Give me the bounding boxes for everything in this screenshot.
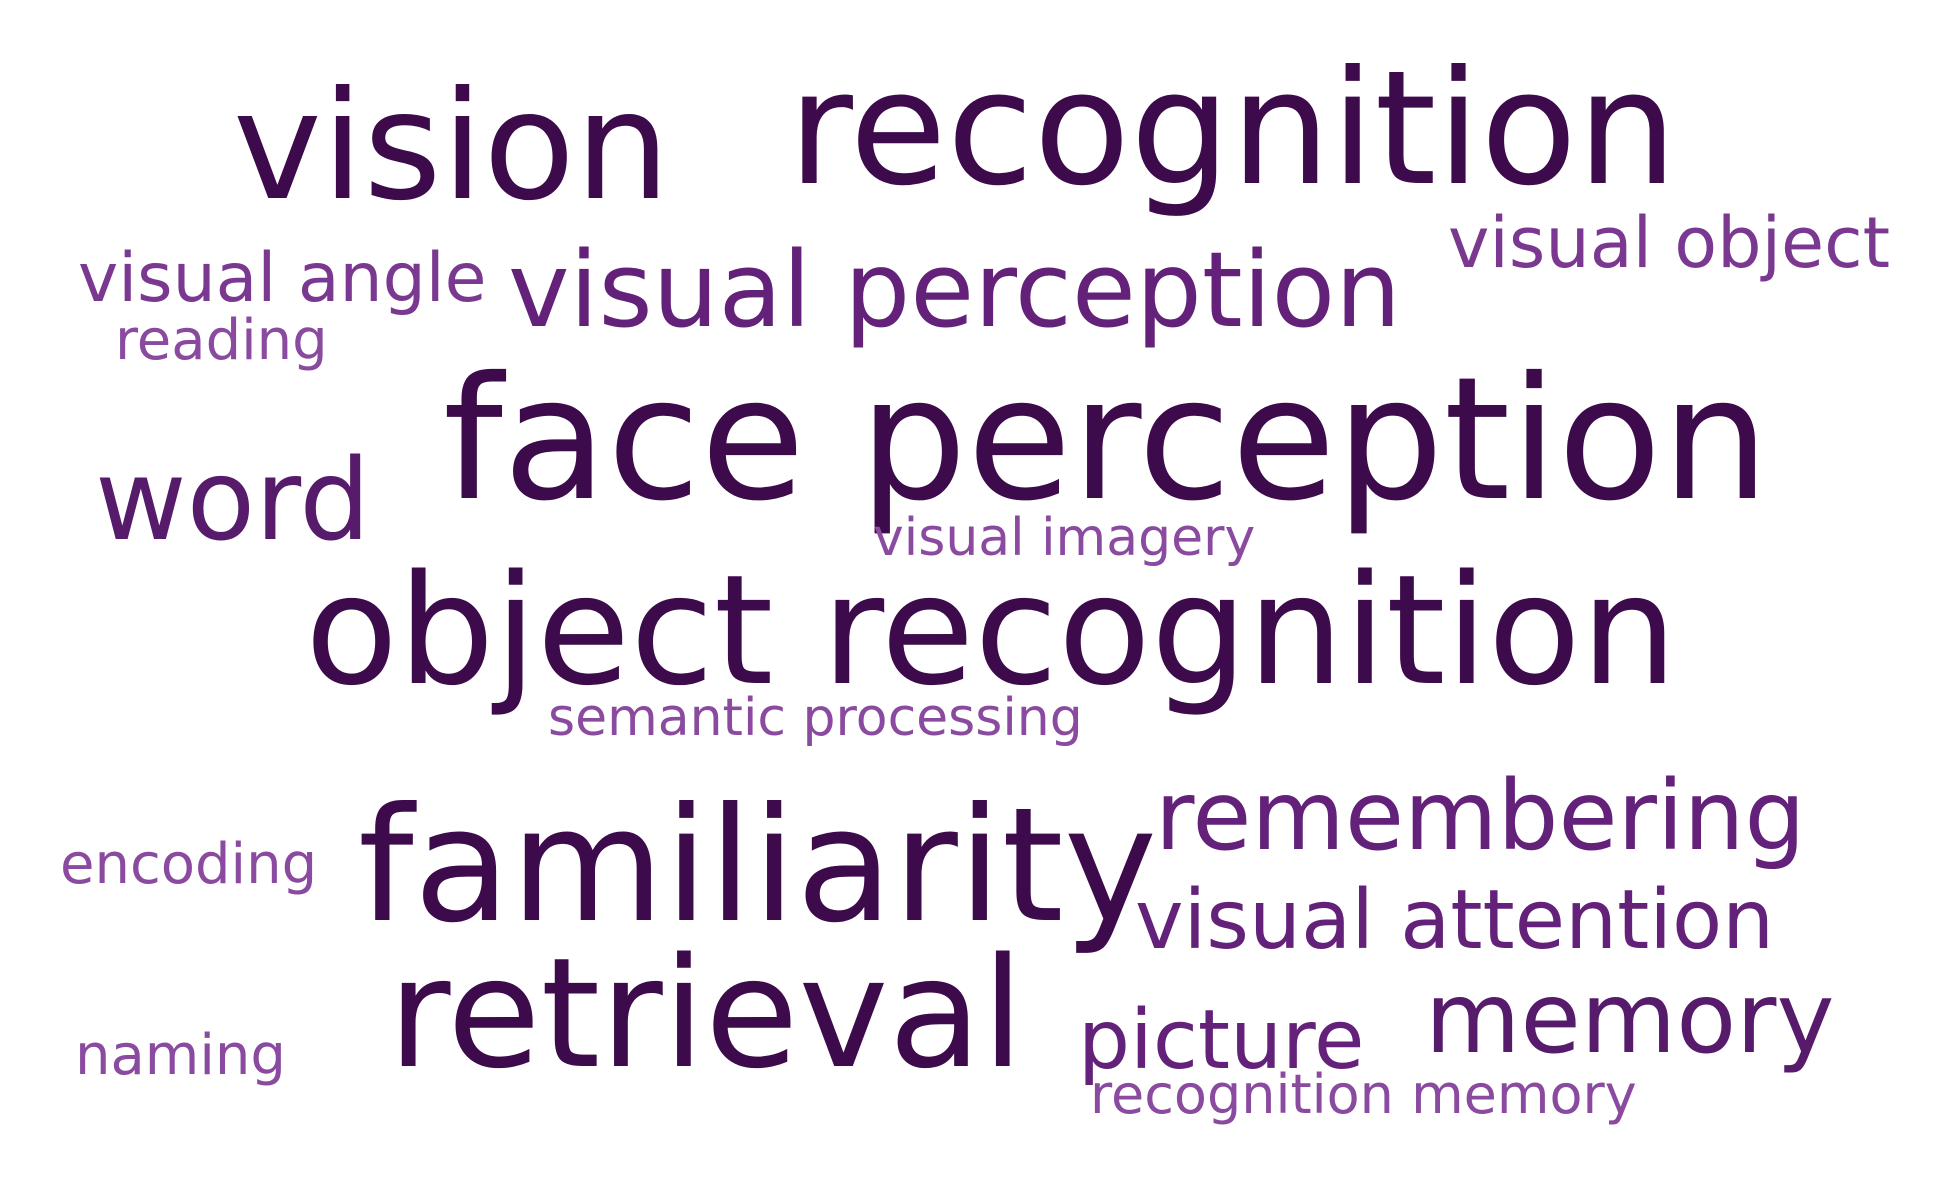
word-object-recognition: object recognition <box>305 542 1678 719</box>
word-visual-attention: visual attention <box>1135 873 1775 968</box>
word-visual-imagery: visual imagery <box>873 508 1256 568</box>
word-reading: reading <box>115 308 328 373</box>
word-memory: memory <box>1425 962 1835 1076</box>
word-word: word <box>95 436 371 566</box>
word-semantic-processing: semantic processing <box>548 688 1083 748</box>
word-visual-angle: visual angle <box>78 239 487 318</box>
word-recognition: recognition <box>788 37 1678 221</box>
word-encoding: encoding <box>60 832 318 897</box>
word-remembering: remembering <box>1155 760 1806 872</box>
word-visual-object: visual object <box>1448 202 1891 284</box>
word-naming: naming <box>75 1023 286 1088</box>
word-vision: vision <box>233 60 671 234</box>
word-visual-perception: visual perception <box>508 229 1402 351</box>
word-familiarity: familiarity <box>358 774 1158 958</box>
word-picture: picture <box>1078 993 1365 1088</box>
word-face-perception: face perception <box>443 341 1770 539</box>
word-retrieval: retrieval <box>388 925 1024 1102</box>
word-recognition-memory: recognition memory <box>1090 1063 1637 1126</box>
